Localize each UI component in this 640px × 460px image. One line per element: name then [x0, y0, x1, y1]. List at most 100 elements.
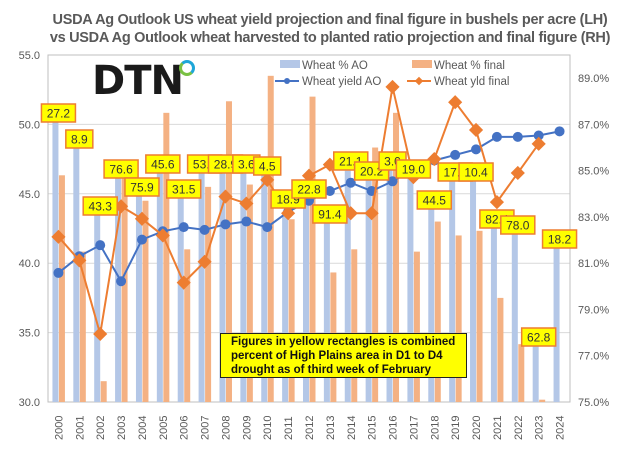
right-tick-label: 75.0%	[578, 397, 609, 409]
drought-label-box	[312, 204, 348, 224]
left-tick-label: 55.0	[19, 50, 40, 62]
x-tick-label: 2014	[346, 416, 358, 440]
point-yield-final	[218, 189, 233, 204]
x-tick-label: 2015	[367, 416, 379, 440]
point-yield-final	[134, 211, 150, 226]
x-tick-label: 2003	[116, 416, 128, 440]
x-tick-label: 2008	[220, 416, 232, 440]
x-tick-label: 2021	[492, 416, 504, 440]
chart-title-line-1: USDA Ag Outlook US wheat yield projectio…	[52, 12, 608, 28]
x-tick-label: 2013	[325, 416, 337, 440]
drought-label-box	[395, 159, 432, 179]
bar-wheat-ao	[386, 168, 393, 402]
point-yield-ao	[533, 130, 544, 141]
drought-label: 3.6	[238, 158, 255, 172]
bar-wheat-ao	[73, 147, 80, 402]
drought-label: 75.9	[130, 181, 154, 195]
legend-swatch	[412, 60, 432, 68]
bar-wheat-ao	[365, 177, 372, 402]
legend-label: Wheat yield AO	[302, 76, 381, 88]
legend-marker	[284, 78, 290, 84]
point-yield-ao	[116, 276, 127, 287]
point-yield-final	[448, 95, 463, 110]
drought-label-box	[500, 215, 536, 235]
drought-label: 22.8	[297, 183, 321, 197]
bar-wheat-ao	[428, 207, 435, 402]
point-yield-final	[155, 228, 170, 243]
bar-wheat-final	[267, 75, 274, 402]
point-yield-ao	[345, 177, 356, 188]
drought-label-box	[40, 103, 77, 123]
drought-label: 31.5	[172, 183, 196, 197]
point-yield-final	[93, 326, 108, 342]
dtn-logo-ring-icon	[179, 60, 195, 76]
bar-wheat-ao	[323, 216, 330, 402]
x-tick-label: 2017	[408, 416, 420, 440]
x-tick-label: 2016	[388, 416, 400, 440]
dtn-logo: DTN	[92, 58, 184, 104]
bar-wheat-ao	[240, 170, 247, 402]
drought-label: 28.9	[214, 158, 238, 172]
drought-label: 76.6	[109, 163, 133, 177]
x-tick-label: 2020	[471, 416, 483, 440]
bar-wheat-final	[455, 235, 462, 402]
x-tick-label: 2019	[450, 416, 462, 440]
left-tick-label: 50.0	[19, 119, 40, 131]
bar-wheat-ao	[490, 223, 497, 402]
bar-wheat-ao	[219, 170, 226, 402]
x-tick-label: 2024	[555, 416, 567, 440]
x-tick-label: 2000	[53, 416, 65, 440]
bar-wheat-ao	[261, 172, 268, 402]
x-tick-label: 2004	[137, 416, 149, 440]
left-tick-label: 45.0	[19, 189, 40, 201]
bar-wheat-final	[288, 219, 295, 402]
bar-wheat-final	[393, 112, 400, 402]
drought-label: 44.5	[423, 194, 447, 208]
bar-wheat-ao	[156, 170, 163, 402]
right-tick-label: 79.0%	[578, 304, 609, 316]
point-yield-ao	[471, 144, 482, 155]
drought-label: 8.9	[71, 133, 88, 147]
drought-label: 62.8	[527, 331, 551, 345]
point-yield-ao	[136, 234, 147, 245]
drought-label: 19.0	[402, 163, 426, 177]
right-tick-label: 87.0%	[578, 119, 609, 131]
bar-wheat-ao	[553, 247, 560, 402]
bar-wheat-ao	[511, 233, 518, 402]
legend-marker	[414, 76, 424, 86]
point-yield-final	[531, 136, 546, 151]
drought-label: 27.2	[47, 107, 71, 121]
drought-label-box	[65, 129, 94, 149]
point-yield-ao	[262, 222, 273, 233]
x-tick-label: 2002	[95, 416, 107, 440]
x-tick-label: 2006	[179, 416, 191, 440]
point-yield-final	[385, 79, 400, 94]
right-tick-label: 77.0%	[578, 351, 609, 363]
x-tick-label: 2005	[158, 416, 170, 440]
point-yield-ao	[220, 219, 231, 230]
left-tick-label: 40.0	[19, 258, 40, 270]
x-tick-label: 2007	[200, 416, 212, 440]
point-yield-ao	[178, 222, 189, 233]
bar-wheat-final	[100, 381, 107, 402]
legend-swatch	[280, 60, 300, 68]
right-tick-label: 85.0%	[578, 166, 609, 178]
point-yield-ao	[324, 186, 335, 197]
chart-title-line-2: vs USDA Ag Outlook wheat harvested to pl…	[49, 30, 611, 46]
bar-wheat-ao	[198, 170, 205, 402]
drought-label: 78.0	[506, 219, 530, 233]
drought-label-box	[291, 179, 327, 199]
bar-wheat-final	[413, 251, 420, 402]
bar-wheat-ao	[115, 177, 122, 402]
bar-wheat-final	[351, 249, 358, 402]
bar-wheat-final	[205, 186, 212, 402]
x-tick-label: 2012	[304, 416, 316, 440]
right-tick-label: 83.0%	[578, 212, 609, 224]
bar-wheat-final	[184, 249, 191, 402]
legend-label: Wheat % final	[434, 60, 505, 72]
drought-label: 18.2	[548, 233, 572, 247]
x-tick-label: 2022	[513, 416, 525, 440]
drought-label: 91.4	[318, 208, 342, 222]
bar-wheat-final	[79, 251, 86, 402]
